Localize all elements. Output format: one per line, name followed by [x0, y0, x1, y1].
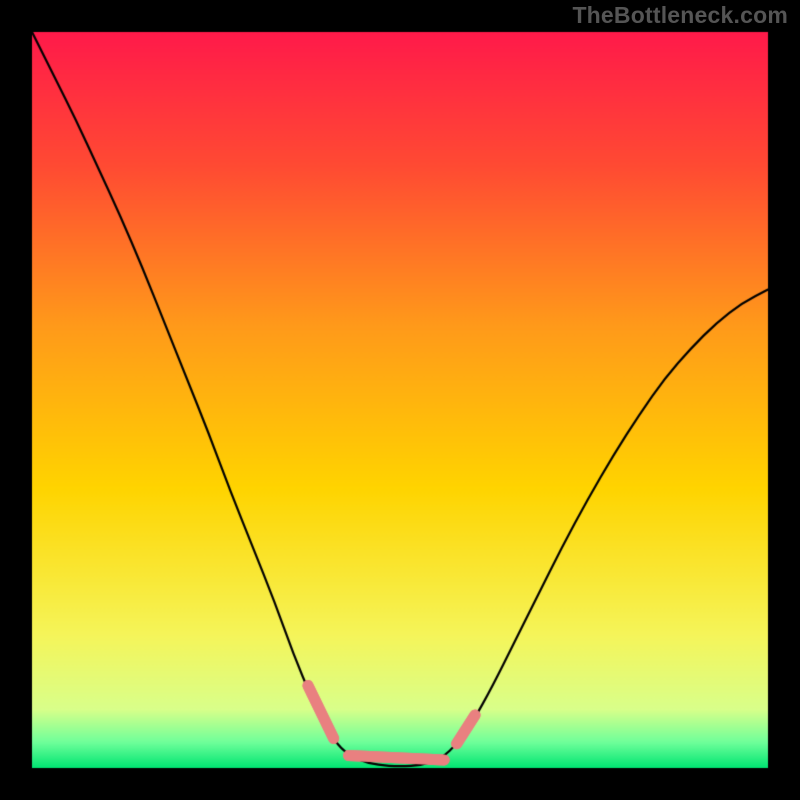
- bottleneck-curve-chart: [0, 0, 800, 800]
- chart-stage: TheBottleneck.com: [0, 0, 800, 800]
- watermark-text: TheBottleneck.com: [572, 2, 788, 29]
